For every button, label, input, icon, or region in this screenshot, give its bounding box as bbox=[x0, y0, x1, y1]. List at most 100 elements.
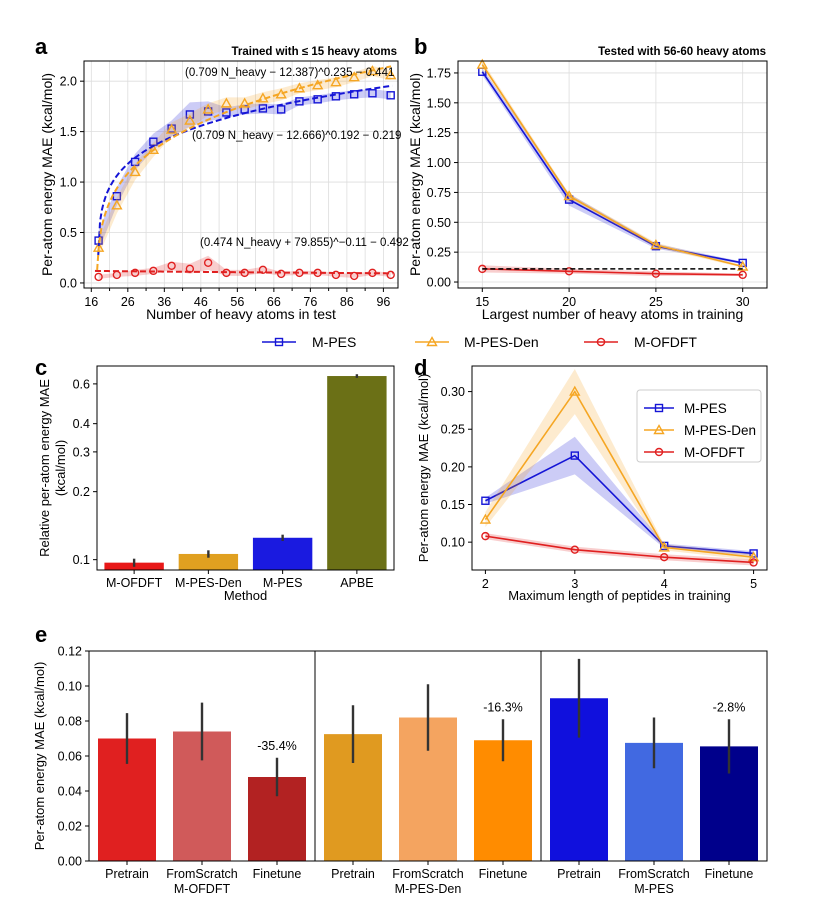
panel-label-e: e bbox=[35, 622, 47, 647]
chart-e-ytick-label: 0.12 bbox=[58, 645, 82, 659]
chart-e-xtick-label: FromScratch bbox=[392, 867, 464, 881]
chart-a-mpesden-marker-triangle bbox=[129, 166, 141, 177]
chart-a-xtick-label: 96 bbox=[376, 295, 390, 309]
chart-d-ytick-label: 0.20 bbox=[441, 460, 465, 474]
chart-b-ytick-label: 1.50 bbox=[427, 96, 451, 110]
legend-mpes-label: M-PES bbox=[312, 334, 356, 350]
chart-b-band-mpesden bbox=[482, 61, 743, 268]
chart-c-xtick-label: M-PES bbox=[263, 576, 303, 590]
chart-panel-c: 0.1 0.2 0.3 0.4 0.6 M-OFDFT M-PES-Den M-PES APBE… bbox=[37, 365, 395, 603]
chart-e-ytick-label: 0.08 bbox=[58, 715, 82, 729]
chart-a-mofdft-marker-circle bbox=[349, 271, 359, 281]
chart-panel-b: Tested with 56-60 heavy atoms 0.00 0.25 0.… bbox=[407, 46, 768, 322]
chart-a-mofdft-marker-circle bbox=[386, 270, 395, 280]
chart-e-xtick-label: Pretrain bbox=[105, 867, 149, 881]
chart-a-mpesden-marker-triangle bbox=[202, 103, 214, 114]
chart-c-xtick-label: M-OFDFT bbox=[106, 576, 163, 590]
chart-b-line-mpesden bbox=[481, 64, 743, 268]
chart-b-mofdft-marker-circle bbox=[564, 267, 574, 276]
chart-d-xlabel: Maximum length of peptides in training bbox=[508, 588, 731, 603]
chart-a-fit-mpesden bbox=[96, 65, 392, 271]
chart-a-mpesden-marker-triangle bbox=[311, 79, 324, 90]
chart-a-xtick-label: 26 bbox=[121, 295, 135, 309]
chart-e-annotation: -35.4% bbox=[257, 739, 297, 753]
chart-a-xtick-label: 46 bbox=[194, 295, 208, 309]
chart-d-mofdft-marker-circle bbox=[481, 531, 490, 541]
chart-d-legend-label-mofdft: M-OFDFT bbox=[684, 445, 745, 460]
chart-a-xtick-label: 36 bbox=[157, 295, 171, 309]
chart-b-mofdft-marker-circle bbox=[738, 270, 747, 280]
chart-a-ytick-label: 0.5 bbox=[60, 226, 77, 240]
chart-d-xtick-label: 2 bbox=[482, 577, 489, 591]
chart-d-legend-label-mpesden: M-PES-Den bbox=[684, 423, 756, 438]
chart-b-mpesden-marker-triangle bbox=[650, 239, 662, 250]
panel-label-b: b bbox=[414, 34, 427, 59]
chart-a-mpesden-marker-triangle bbox=[220, 97, 233, 108]
panel-label-c: c bbox=[35, 355, 47, 380]
chart-d-band-mofdft bbox=[485, 533, 754, 566]
chart-d-mpesden-marker-triangle bbox=[479, 513, 492, 524]
chart-e-ytick-label: 0.10 bbox=[58, 680, 82, 694]
chart-a-mpes-marker-square bbox=[258, 104, 268, 113]
chart-a-mpesden-marker-triangle bbox=[385, 69, 397, 80]
chart-d-frame bbox=[471, 365, 768, 571]
chart-a-xtick-label: 16 bbox=[84, 295, 98, 309]
chart-a-mofdft-marker-circle bbox=[94, 272, 103, 282]
chart-b-mofdft-marker-circle bbox=[651, 269, 661, 278]
chart-e-xtick-label: FromScratch bbox=[618, 867, 690, 881]
chart-a-xtick-label: 66 bbox=[267, 295, 281, 309]
chart-a-mpes-marker-square bbox=[276, 105, 286, 114]
chart-c-ylabel-line1: Relative per-atom energy MAE bbox=[37, 379, 52, 557]
chart-a-ytick-label: 1.5 bbox=[60, 125, 77, 139]
chart-a-fit-label-mpesden: (0.709 N_heavy − 12.387)^0.235 − 0.441 bbox=[185, 67, 394, 79]
chart-b-ytick-label: 1.75 bbox=[427, 66, 451, 80]
chart-d-mpesden-marker-triangle bbox=[658, 541, 670, 552]
chart-e-annotation: -2.8% bbox=[713, 700, 746, 714]
chart-b-xtick-label: 30 bbox=[736, 295, 750, 309]
chart-a-fit-label-mpes: (0.709 N_heavy − 12.666)^0.192 − 0.219 bbox=[192, 130, 401, 142]
chart-b-line-mofdft bbox=[482, 268, 743, 276]
chart-c-ytick-label: 0.4 bbox=[73, 417, 90, 431]
chart-b-ytick-label: 0.00 bbox=[427, 276, 451, 290]
chart-a-mpesden-marker-triangle bbox=[111, 199, 123, 210]
chart-d-band-mpesden bbox=[485, 369, 754, 561]
chart-d-line-mofdft bbox=[485, 535, 754, 564]
chart-e-frame bbox=[88, 650, 768, 862]
chart-c-ytick-label: 0.3 bbox=[73, 445, 90, 459]
chart-c-bar bbox=[327, 376, 387, 570]
chart-e-group-label: M-OFDFT bbox=[174, 882, 231, 896]
chart-d-xtick-label: 5 bbox=[750, 577, 757, 591]
chart-a-mofdft-marker-circle bbox=[203, 258, 213, 267]
chart-a-mpes-marker-square bbox=[386, 91, 395, 100]
legend-mpes-marker bbox=[274, 337, 284, 347]
chart-a-mpesden-marker-triangle bbox=[165, 123, 178, 134]
chart-e-group-label: M-PES bbox=[634, 882, 674, 896]
chart-a-ylabel: Per-atom energy MAE (kcal/mol) bbox=[39, 73, 55, 276]
chart-d-mpes-marker-square bbox=[570, 451, 580, 460]
chart-d-xtick-label: 4 bbox=[661, 577, 668, 591]
chart-a-mpesden-marker-triangle bbox=[238, 97, 251, 108]
chart-b-xtick-label: 25 bbox=[649, 295, 663, 309]
chart-e-ytick-label: 0.00 bbox=[58, 855, 82, 869]
chart-a-mpes-marker-square bbox=[313, 95, 322, 104]
chart-a-mofdft-marker-circle bbox=[130, 268, 140, 278]
chart-e-annotation: -16.3% bbox=[483, 700, 523, 714]
chart-e-xtick-label: Pretrain bbox=[557, 867, 601, 881]
chart-a-xlabel: Number of heavy atoms in test bbox=[146, 306, 336, 322]
chart-a-ytick-label: 0.0 bbox=[60, 276, 77, 290]
chart-a-ytick-label: 1.0 bbox=[60, 176, 77, 190]
chart-d-legend-label-mpes: M-PES bbox=[684, 401, 727, 416]
chart-b-ytick-label: 0.75 bbox=[427, 186, 451, 200]
chart-a-mpes-marker-square bbox=[349, 90, 359, 99]
chart-b-ytick-label: 0.50 bbox=[427, 216, 451, 230]
legend-entry-mpesden: M-PES-Den bbox=[415, 334, 539, 350]
chart-b-xlabel: Largest number of heavy atoms in trainin… bbox=[482, 306, 743, 322]
chart-c-ytick-label: 0.1 bbox=[73, 553, 90, 567]
chart-d-mofdft-marker-circle bbox=[570, 545, 580, 554]
chart-c-ytick-label: 0.2 bbox=[73, 485, 90, 499]
legend-entry-mofdft: M-OFDFT bbox=[584, 334, 697, 350]
chart-b-line-mpes bbox=[481, 71, 743, 264]
chart-c-bar bbox=[178, 553, 239, 570]
chart-b-mpesden-marker-triangle bbox=[737, 260, 749, 271]
chart-e-xtick-label: FromScratch bbox=[166, 867, 238, 881]
